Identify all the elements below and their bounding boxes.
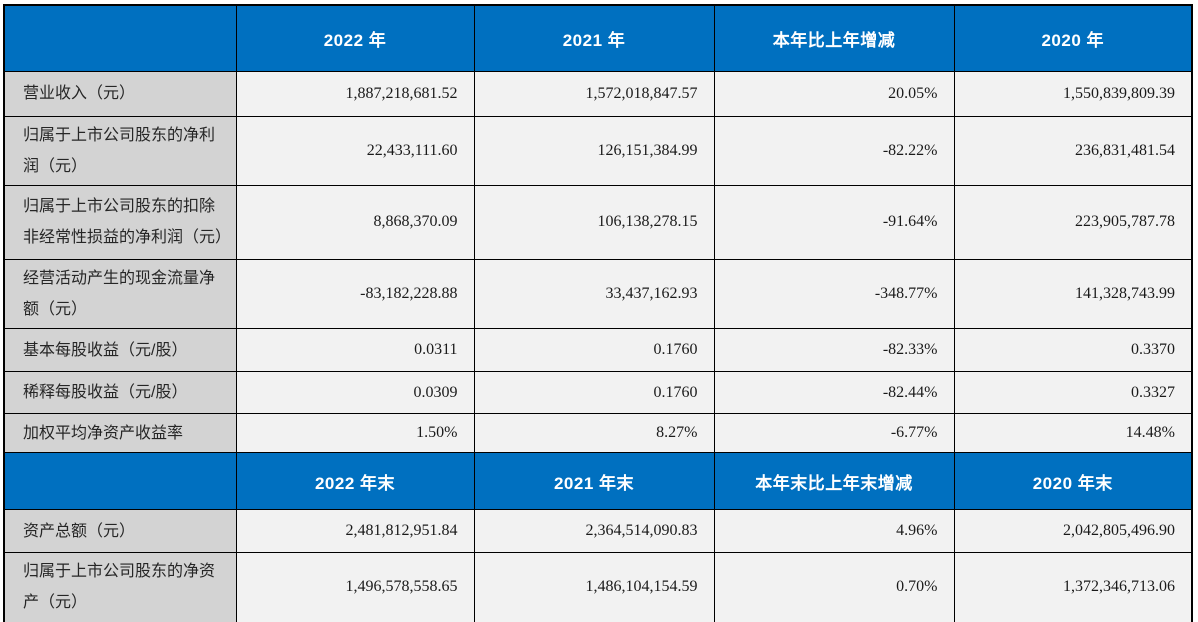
cell-value: 22,433,111.60 [235,115,475,186]
cell-value: 33,437,162.93 [473,258,715,330]
cell-value: 0.70% [713,552,955,622]
row-label: 基本每股收益（元/股） [3,328,237,373]
cell-value: 1,486,104,154.59 [473,552,715,622]
row-total-assets: 资产总额（元） 2,481,812,951.84 2,364,514,090.8… [3,509,1193,554]
cell-value: -82.33% [713,328,955,373]
cell-value: 141,328,743.99 [953,258,1193,330]
cell-value: 1,572,018,847.57 [473,70,715,117]
cell-value: 0.1760 [473,371,715,415]
row-label: 归属于上市公司股东的扣除非经常性损益的净利润（元） [3,184,237,260]
cell-value: 2,364,514,090.83 [473,509,715,554]
row-net-profit-excl-nonrecurring: 归属于上市公司股东的扣除非经常性损益的净利润（元） 8,868,370.09 1… [3,184,1193,260]
header-cell-blank [3,452,237,511]
cell-value: 106,138,278.15 [473,184,715,260]
cell-value: -348.77% [713,258,955,330]
cell-value: 20.05% [713,70,955,117]
row-weighted-avg-roe: 加权平均净资产收益率 1.50% 8.27% -6.77% 14.48% [3,413,1193,454]
cell-value: 0.0311 [235,328,475,373]
row-label: 稀释每股收益（元/股） [3,371,237,415]
row-operating-revenue: 营业收入（元） 1,887,218,681.52 1,572,018,847.5… [3,70,1193,117]
cell-value: -6.77% [713,413,955,454]
cell-value: 1.50% [235,413,475,454]
header-cell-yoy-change: 本年比上年增减 [713,4,955,72]
row-net-profit: 归属于上市公司股东的净利润（元） 22,433,111.60 126,151,3… [3,115,1193,186]
cell-value: 8.27% [473,413,715,454]
header-cell-2022: 2022 年 [235,4,475,72]
cell-value: 223,905,787.78 [953,184,1193,260]
row-label: 营业收入（元） [3,70,237,117]
cell-value: 1,550,839,809.39 [953,70,1193,117]
header-row-year-end: 2022 年末 2021 年末 本年末比上年末增减 2020 年末 [3,452,1193,511]
cell-value: 14.48% [953,413,1193,454]
cell-value: 0.3370 [953,328,1193,373]
cell-value: 236,831,481.54 [953,115,1193,186]
cell-value: 0.0309 [235,371,475,415]
cell-value: -91.64% [713,184,955,260]
cell-value: 0.3327 [953,371,1193,415]
cell-value: 126,151,384.99 [473,115,715,186]
row-label: 归属于上市公司股东的净利润（元） [3,115,237,186]
header-cell-2020: 2020 年 [953,4,1193,72]
header-row-annual: 2022 年 2021 年 本年比上年增减 2020 年 [3,4,1193,72]
cell-value: 1,887,218,681.52 [235,70,475,117]
header-cell-2022-end: 2022 年末 [235,452,475,511]
cell-value: 2,481,812,951.84 [235,509,475,554]
cell-value: 0.1760 [473,328,715,373]
row-label: 资产总额（元） [3,509,237,554]
key-financials-table: 2022 年 2021 年 本年比上年增减 2020 年 营业收入（元） 1,8… [3,4,1193,622]
cell-value: 8,868,370.09 [235,184,475,260]
cell-value: 2,042,805,496.90 [953,509,1193,554]
header-cell-2021-end: 2021 年末 [473,452,715,511]
cell-value: -83,182,228.88 [235,258,475,330]
row-basic-eps: 基本每股收益（元/股） 0.0311 0.1760 -82.33% 0.3370 [3,328,1193,373]
cell-value: -82.22% [713,115,955,186]
row-net-assets: 归属于上市公司股东的净资产（元） 1,496,578,558.65 1,486,… [3,552,1193,622]
cell-value: -82.44% [713,371,955,415]
header-cell-blank [3,4,237,72]
row-label: 加权平均净资产收益率 [3,413,237,454]
cell-value: 4.96% [713,509,955,554]
cell-value: 1,372,346,713.06 [953,552,1193,622]
row-label: 经营活动产生的现金流量净额（元） [3,258,237,330]
row-diluted-eps: 稀释每股收益（元/股） 0.0309 0.1760 -82.44% 0.3327 [3,371,1193,415]
header-cell-2020-end: 2020 年末 [953,452,1193,511]
cell-value: 1,496,578,558.65 [235,552,475,622]
header-cell-2021: 2021 年 [473,4,715,72]
header-cell-yearend-change: 本年末比上年末增减 [713,452,955,511]
row-operating-cash-flow: 经营活动产生的现金流量净额（元） -83,182,228.88 33,437,1… [3,258,1193,330]
row-label: 归属于上市公司股东的净资产（元） [3,552,237,622]
